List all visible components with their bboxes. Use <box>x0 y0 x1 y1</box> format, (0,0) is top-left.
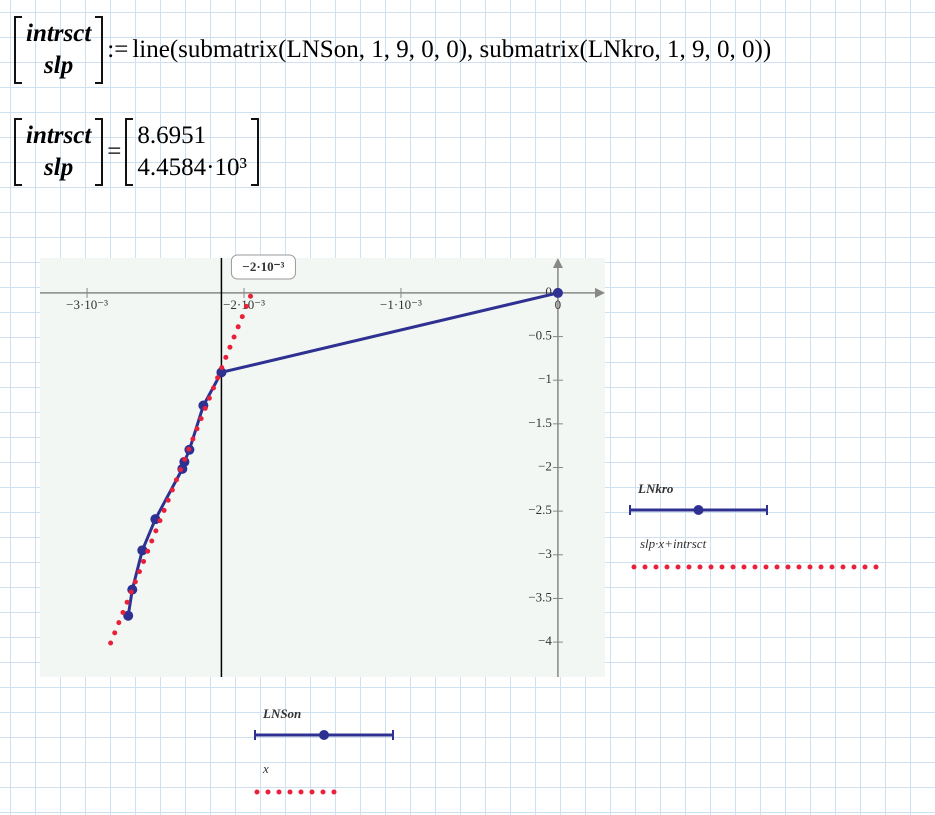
rhs: line(submatrix(LNSon, 1, 9, 0, 0), subma… <box>132 36 772 63</box>
x-tick-label: −2·10⁻³ <box>223 297 265 312</box>
var: intrsct <box>26 122 92 149</box>
point <box>123 610 134 621</box>
y-tick-label: −1.5 <box>528 415 552 430</box>
y-tick-label: −2 <box>538 458 552 473</box>
y-tick-label: −0.5 <box>528 328 552 343</box>
plot-area <box>40 258 605 677</box>
y-tick-label: −3 <box>538 546 552 561</box>
y-tick-label: −3.5 <box>528 589 552 604</box>
marker-box <box>230 254 296 280</box>
y-tick-label: −1 <box>538 371 552 386</box>
var: slp <box>44 52 74 79</box>
point <box>137 545 148 556</box>
y-tick-label: 0 <box>545 284 552 299</box>
point <box>216 367 227 378</box>
result: 8.6951 <box>137 122 207 149</box>
legend-sample <box>693 505 704 515</box>
x-tick-label: −3·10⁻³ <box>66 297 108 312</box>
result: 4.4584·10³ <box>137 154 247 181</box>
lhs-matrix: intrsct slp <box>14 16 104 84</box>
marker-label: −2·10⁻³ <box>242 259 284 274</box>
var: intrsct <box>26 20 92 47</box>
result-matrix: 8.6951 4.4584·10³ <box>125 118 259 186</box>
x-tick-label: −1·10⁻³ <box>380 297 422 312</box>
axis-legend-label: LNSon <box>262 706 301 721</box>
legend-sample <box>319 730 329 740</box>
y-axis-arrow <box>552 258 563 268</box>
y-tick-label: −4 <box>538 633 552 648</box>
series-line <box>108 290 255 646</box>
operator: := <box>107 36 129 63</box>
axis-legend-label: slp·x+intrsct <box>640 536 707 551</box>
axis-legend-label: LNkro <box>637 481 674 496</box>
x-axis-arrow <box>595 287 605 298</box>
y-tick-label: −2.5 <box>528 502 552 517</box>
operator: = <box>107 138 122 165</box>
lhs-matrix: intrsct slp <box>14 118 104 186</box>
axis-legend-label: x <box>262 761 269 776</box>
point <box>552 287 563 298</box>
evaluation: intrsct slp = 8.6951 4.4584·10³ <box>14 118 259 186</box>
definition: intrsct slp := line(submatrix(LNSon, 1, … <box>14 16 771 84</box>
x-tick-label: 0 <box>555 297 562 312</box>
var: slp <box>44 154 74 181</box>
